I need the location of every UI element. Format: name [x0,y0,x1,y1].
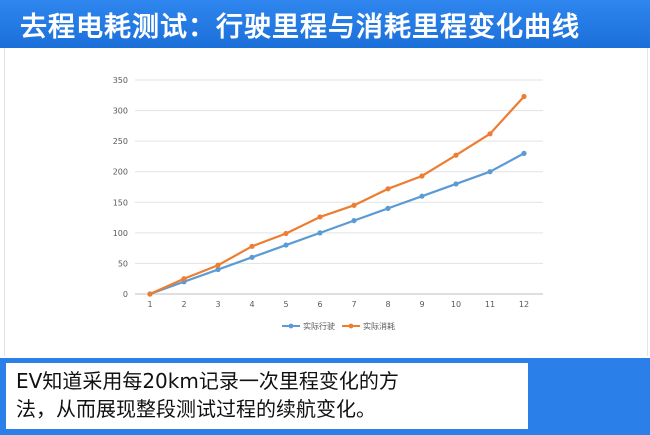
data-point [385,186,391,192]
data-point [419,173,425,179]
x-tick-label: 2 [181,300,186,309]
legend-label: 实际行驶 [303,321,335,331]
data-point [487,131,493,137]
data-point [351,202,357,208]
data-point [419,193,425,199]
data-point [215,266,221,273]
x-tick-label: 1 [147,300,152,309]
data-point [181,276,187,282]
series-line-1 [149,95,525,296]
y-tick-label: 100 [113,229,128,238]
legend: 实际行驶 实际消耗 [282,321,395,331]
x-tick-labels: 1 2 3 4 5 6 7 8 9 10 11 12 [147,300,529,309]
y-tick-label: 150 [113,198,128,207]
data-point [317,214,323,220]
page-title: 去程电耗测试：行驶里程与消耗里程变化曲线 [20,11,580,43]
caption-bar: EV知道采用每20km记录一次里程变化的方 法，从而展现整段测试过程的续航变化。 [0,358,650,435]
y-tick-labels: 0 50 100 150 200 250 300 350 [113,76,128,299]
y-tick-label: 300 [113,107,128,116]
y-tick-label: 250 [113,137,128,146]
x-tick-label: 5 [283,300,288,309]
data-point [453,181,459,187]
y-tick-label: 0 [123,290,128,299]
data-point [351,218,357,224]
series-lines [147,93,527,297]
y-tick-label: 50 [118,259,128,268]
chart-area: 0 50 100 150 200 250 300 350 1 2 3 4 5 6 7 8 9 10 11 12 实际… [0,48,650,358]
data-point [521,150,527,156]
caption-box: EV知道采用每20km记录一次里程变化的方 法，从而展现整段测试过程的续航变化。 [6,363,528,429]
title-bar: 去程电耗测试：行驶里程与消耗里程变化曲线 [0,0,650,48]
x-tick-label: 3 [215,300,220,309]
data-point [487,169,493,175]
legend-swatch-marker [288,323,294,329]
data-point [317,230,323,236]
x-tick-label: 7 [351,300,356,309]
data-point [147,291,153,297]
x-tick-label: 10 [451,300,461,309]
x-tick-label: 9 [419,300,424,309]
x-tick-label: 11 [485,300,495,309]
y-tick-label: 350 [113,76,128,85]
data-point [453,152,459,158]
data-point [521,93,527,100]
caption-line-1: EV知道采用每20km记录一次里程变化的方 [16,369,399,393]
data-point [385,205,391,211]
series-line-0 [149,152,525,296]
data-point [215,262,221,268]
legend-swatch-marker [348,323,354,329]
x-tick-label: 12 [519,300,529,309]
x-tick-label: 4 [249,300,254,309]
legend-label: 实际消耗 [363,321,395,331]
gridlines [135,79,543,295]
data-point [249,254,255,260]
data-point [249,243,255,249]
chart-frame [4,48,648,356]
y-tick-label: 200 [113,168,128,177]
x-tick-label: 8 [385,300,390,309]
caption-line-2: 法，从而展现整段测试过程的续航变化。 [16,397,376,421]
data-point [283,242,289,248]
x-tick-label: 6 [317,300,322,309]
data-point [283,230,289,237]
